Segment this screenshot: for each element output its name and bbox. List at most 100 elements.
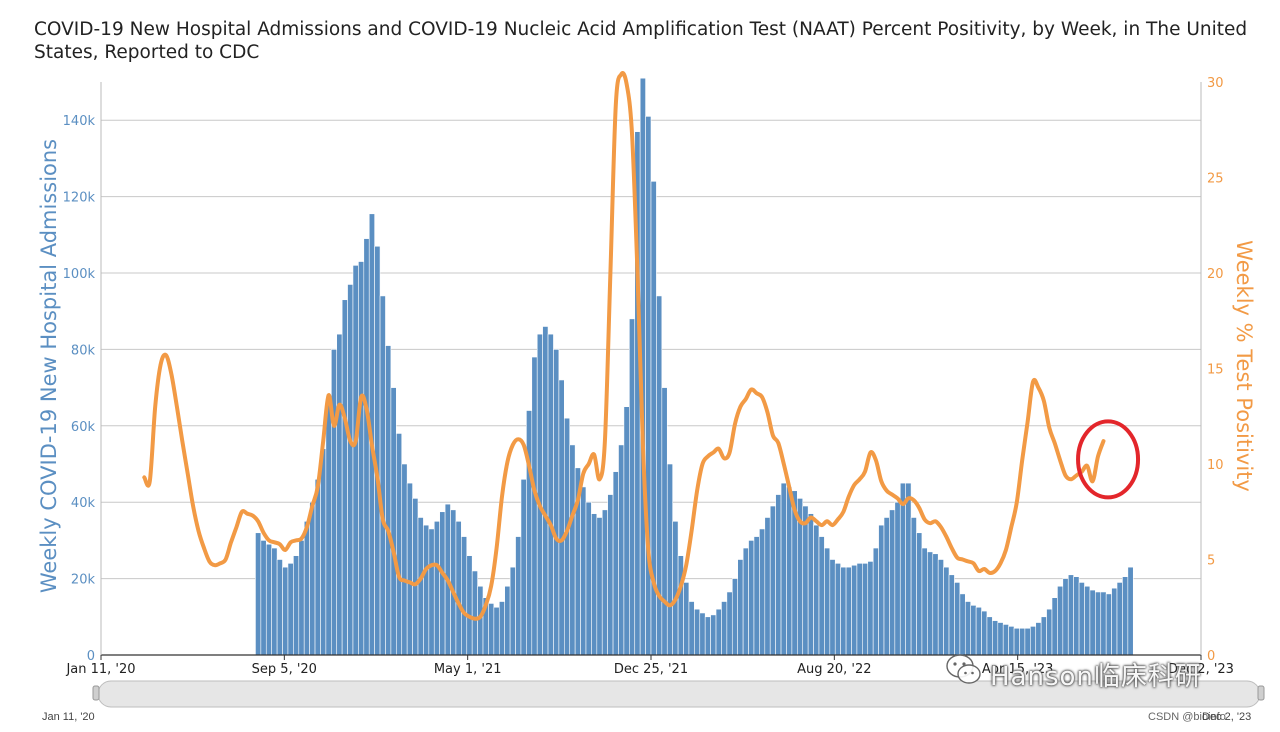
admissions-bar — [818, 536, 825, 656]
admissions-bar — [580, 486, 587, 656]
admissions-bar — [862, 563, 869, 656]
admissions-bar — [320, 448, 327, 656]
admissions-bar — [1078, 582, 1085, 656]
admissions-bar — [1111, 587, 1118, 656]
right-tick-label: 0 — [1207, 649, 1215, 664]
admissions-bar — [1100, 591, 1107, 656]
admissions-bar — [721, 601, 728, 656]
line-layer — [142, 71, 1141, 621]
admissions-bar — [1002, 624, 1009, 656]
admissions-bar — [916, 532, 923, 656]
admissions-bar — [737, 559, 744, 656]
admissions-bar — [840, 566, 847, 656]
admissions-bar — [824, 547, 831, 656]
left-tick-label: 40k — [71, 496, 96, 511]
admissions-bar — [715, 608, 722, 656]
admissions-bar — [883, 517, 890, 656]
admissions-bar — [618, 444, 625, 656]
admissions-bar — [954, 582, 961, 656]
scroller-left-handle[interactable] — [92, 685, 100, 701]
highlight-circle — [1076, 419, 1141, 500]
scroller-right-handle[interactable] — [1257, 685, 1265, 701]
admissions-bar — [558, 379, 565, 656]
left-tick-label: 120k — [63, 191, 96, 206]
x-tick-label: Dec 25, '21 — [614, 662, 688, 677]
admissions-bar — [807, 513, 814, 656]
admissions-bar — [406, 482, 413, 656]
left-tick-label: 0 — [87, 649, 95, 664]
admissions-bar — [390, 387, 397, 656]
admissions-bar — [379, 295, 386, 656]
admissions-bar — [834, 563, 841, 656]
right-tick-label: 10 — [1207, 458, 1224, 473]
admissions-bar — [352, 265, 359, 656]
x-tick-label: Jan 11, '20 — [65, 662, 135, 677]
admissions-bar — [1046, 608, 1053, 656]
admissions-bar — [764, 517, 771, 656]
admissions-bar — [1030, 626, 1037, 656]
left-tick-label: 80k — [71, 343, 96, 358]
admissions-bar — [910, 517, 917, 656]
wechat-icon — [946, 654, 981, 684]
admissions-bar — [358, 261, 365, 656]
admissions-bar — [477, 585, 484, 656]
admissions-bar — [748, 540, 755, 656]
left-tick-label: 20k — [71, 573, 96, 588]
right-tick-label: 15 — [1207, 363, 1224, 378]
admissions-bar — [385, 345, 392, 656]
admissions-bar — [964, 601, 972, 656]
admissions-bar — [433, 520, 440, 656]
admissions-bar — [1084, 585, 1091, 656]
axis-layer: 0 20k 40k 60k 80k 100k 120k 140k 0 5 10 15 20 25 30 Jan… — [63, 76, 1234, 677]
right-axis-title: Weekly % Test Positivity — [1232, 240, 1256, 492]
admissions-bar — [488, 603, 495, 656]
admissions-bar — [509, 566, 516, 656]
admissions-bar — [461, 536, 468, 656]
admissions-bar — [498, 601, 505, 656]
admissions-bar — [450, 509, 457, 656]
right-tick-label: 5 — [1207, 554, 1215, 569]
admissions-bar — [661, 387, 668, 656]
admissions-bar — [374, 245, 381, 656]
admissions-bar — [1116, 582, 1123, 656]
admissions-bar — [347, 284, 354, 656]
admissions-bar — [520, 478, 527, 656]
admissions-bar — [466, 555, 473, 656]
admissions-bar — [471, 570, 478, 656]
admissions-bar — [1035, 622, 1042, 656]
admissions-bar — [683, 582, 690, 656]
admissions-bar — [672, 520, 679, 656]
range-scroller[interactable] — [92, 680, 1265, 708]
admissions-bar — [504, 585, 511, 656]
admissions-bar — [1051, 597, 1058, 656]
admissions-bar — [553, 349, 560, 656]
x-tick-label: Apr 15, '23 — [982, 662, 1054, 677]
admissions-bar — [265, 543, 272, 656]
credit-text: CSDN @bioinfo — [1148, 711, 1226, 723]
admissions-bar — [927, 551, 934, 656]
admissions-bar — [710, 614, 717, 656]
admissions-bar — [813, 524, 820, 656]
admissions-bar — [596, 517, 603, 656]
admissions-bar — [526, 410, 533, 656]
admissions-bar — [894, 501, 901, 656]
admissions-bar — [1067, 574, 1074, 656]
admissions-bar — [948, 574, 955, 656]
admissions-bar — [677, 555, 684, 656]
x-tick-label: Dec 2, '23 — [1168, 662, 1234, 677]
admissions-bar — [780, 482, 787, 656]
admissions-bar — [986, 616, 993, 656]
admissions-bar — [1095, 591, 1102, 656]
admissions-bar — [547, 333, 554, 656]
scroller-end-label: Dec 2, '23 — [1202, 711, 1252, 723]
admissions-bar — [943, 566, 950, 656]
admissions-bar — [959, 593, 966, 656]
admissions-bar — [417, 517, 424, 656]
admissions-bar — [255, 532, 262, 656]
admissions-bar — [845, 566, 852, 656]
admissions-bar — [336, 333, 343, 656]
admissions-bar — [829, 559, 836, 656]
admissions-bar — [531, 356, 538, 656]
admissions-bar — [997, 622, 1004, 656]
admissions-bar — [396, 433, 403, 656]
